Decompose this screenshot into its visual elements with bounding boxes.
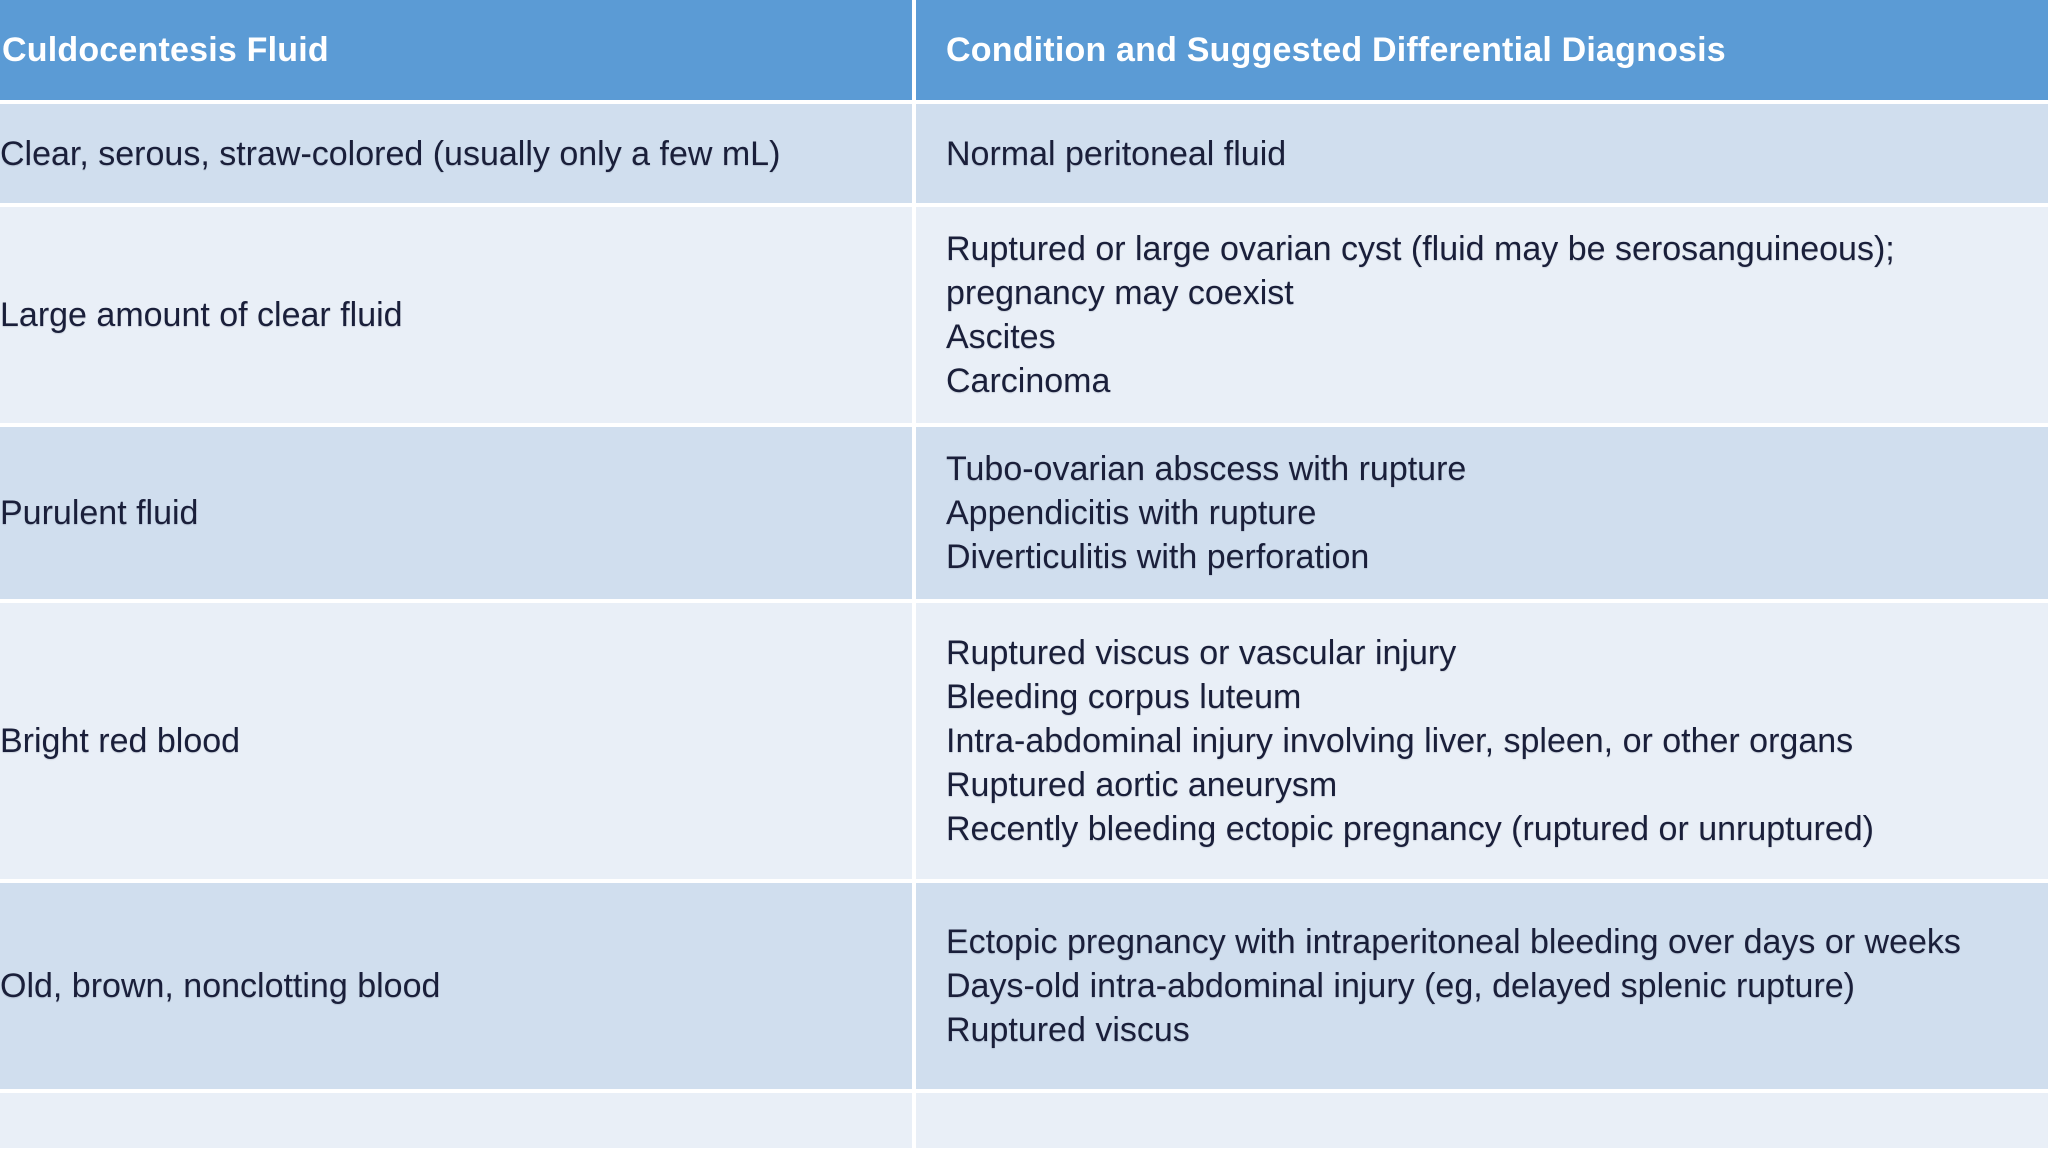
condition-cell: Ruptured viscus or vascular injury Bleed…: [916, 603, 2048, 879]
condition-line: Recently bleeding ectopic pregnancy (rup…: [946, 810, 1874, 848]
column-divider: [912, 207, 916, 423]
condition-line: Ruptured or large ovarian cyst (fluid ma…: [946, 230, 1895, 268]
row-divider: [0, 203, 2048, 207]
condition-line: Ruptured viscus: [946, 1011, 1190, 1049]
fluid-cell: [0, 1093, 912, 1148]
condition-line: Diverticulitis with perforation: [946, 538, 1370, 576]
fluid-cell: Purulent fluid: [0, 427, 912, 599]
column-divider: [912, 104, 916, 203]
condition-line: Ruptured aortic aneurysm: [946, 766, 1338, 804]
column-divider: [912, 0, 916, 100]
condition-cell: Ruptured or large ovarian cyst (fluid ma…: [916, 207, 2048, 423]
fluid-cell: Clear, serous, straw-colored (usually on…: [0, 104, 912, 203]
fluid-cell: Bright red blood: [0, 603, 912, 879]
header-condition-diagnosis: Condition and Suggested Differential Dia…: [916, 0, 2048, 100]
condition-cell: Ectopic pregnancy with intraperitoneal b…: [916, 883, 2048, 1089]
column-divider: [912, 427, 916, 599]
condition-line: Ectopic pregnancy with intraperitoneal b…: [946, 923, 1961, 961]
column-divider: [912, 1093, 916, 1148]
fluid-cell: Old, brown, nonclotting blood: [0, 883, 912, 1089]
condition-line: Ruptured viscus or vascular injury: [946, 634, 1457, 672]
condition-line: Appendicitis with rupture: [946, 494, 1317, 532]
column-divider: [912, 883, 916, 1089]
condition-line: Bleeding corpus luteum: [946, 678, 1302, 716]
fluid-cell: Large amount of clear fluid: [0, 207, 912, 423]
condition-line: Tubo-ovarian abscess with rupture: [946, 450, 1467, 488]
row-divider: [0, 1089, 2048, 1093]
column-divider: [912, 603, 916, 879]
condition-line: Intra-abdominal injury involving liver, …: [946, 722, 1854, 760]
condition-cell: [916, 1093, 2048, 1148]
row-divider: [0, 599, 2048, 603]
condition-line: Carcinoma: [946, 362, 1111, 400]
row-divider: [0, 423, 2048, 427]
row-divider: [0, 100, 2048, 104]
header-culdocentesis-fluid: Culdocentesis Fluid: [0, 0, 912, 100]
condition-cell: Normal peritoneal fluid: [916, 104, 2048, 203]
condition-cell: Tubo-ovarian abscess with rupture Append…: [916, 427, 2048, 599]
condition-line: pregnancy may coexist: [946, 274, 1294, 312]
condition-line: Normal peritoneal fluid: [946, 134, 1287, 173]
condition-line: Ascites: [946, 318, 1056, 356]
condition-line: Days-old intra-abdominal injury (eg, del…: [946, 967, 1856, 1005]
row-divider: [0, 879, 2048, 883]
